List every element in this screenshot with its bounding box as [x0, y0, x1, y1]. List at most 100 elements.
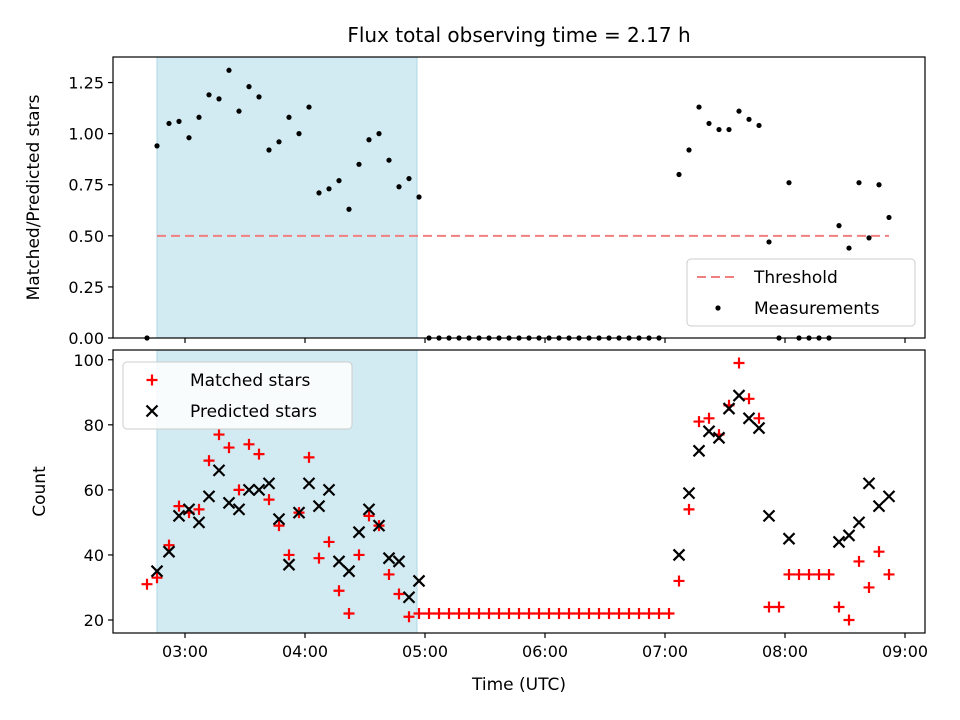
predicted-star-point	[242, 483, 256, 497]
x-tick-label: 03:00	[162, 642, 208, 661]
measurement-point	[246, 84, 252, 90]
matched-star-point	[873, 546, 885, 558]
matched-star-point	[783, 568, 795, 580]
measurement-point	[756, 122, 762, 129]
axes-frame	[112, 349, 926, 634]
predicted-star-point	[702, 425, 716, 438]
predicted-star-point	[352, 525, 366, 539]
matched-star-point	[593, 607, 605, 619]
measurement-point	[886, 214, 892, 221]
x-tick-label: 09:00	[882, 642, 928, 661]
y-tick-label: 0.25	[68, 278, 104, 297]
predicted-star-point	[292, 506, 306, 519]
legend-matched-label: Matched stars	[190, 371, 310, 391]
y-tick-label: 20	[84, 611, 104, 630]
predicted-star-point	[232, 503, 246, 516]
matched-star-point	[463, 607, 475, 619]
matched-star-point	[803, 568, 815, 580]
measurement-point	[256, 94, 262, 100]
matched-star-point	[403, 611, 415, 623]
legend-measurement-swatch	[715, 305, 721, 311]
y-tick-label: 1.00	[68, 125, 104, 144]
measurement-point	[306, 104, 312, 110]
measurement-point	[186, 135, 192, 141]
predicted-star-point	[342, 564, 356, 578]
x-axis-label: Time (UTC)	[471, 675, 566, 695]
predicted-star-point	[672, 548, 686, 562]
predicted-star-point	[262, 477, 276, 490]
measurement-point	[716, 126, 722, 133]
matched-star-point	[303, 451, 315, 463]
measurement-point	[286, 114, 292, 120]
predicted-star-point	[322, 483, 336, 497]
measurement-point	[154, 143, 160, 149]
matched-star-point	[673, 575, 685, 587]
predicted-star-point	[362, 503, 376, 516]
predicted-star-point	[742, 412, 756, 425]
matched-star-point	[613, 607, 625, 619]
x-tick-label: 04:00	[282, 642, 328, 661]
matched-star-point	[263, 494, 275, 506]
x-tick-label: 08:00	[762, 642, 808, 661]
matched-star-point	[343, 607, 355, 619]
matched-star-point	[273, 520, 285, 532]
legend: Threshold Measurements	[686, 258, 916, 327]
predicted-star-point	[282, 558, 296, 571]
predicted-star-point	[222, 496, 236, 510]
measurement-point	[196, 114, 202, 120]
measurement-point	[236, 108, 242, 114]
matched-star-point	[223, 442, 235, 454]
x-tick-label: 05:00	[402, 642, 448, 661]
matched-star-point	[163, 539, 175, 551]
predicted-star-point	[832, 535, 846, 549]
predicted-star-point	[862, 477, 876, 490]
predicted-star-point	[150, 564, 164, 578]
legend-predicted-label: Predicted stars	[190, 402, 317, 422]
matched-star-point	[141, 578, 153, 590]
matched-star-point	[653, 607, 665, 619]
matched-star-point	[363, 510, 375, 522]
predicted-star-point	[392, 555, 406, 568]
matched-star-point	[233, 484, 245, 496]
measurement-point	[316, 190, 322, 196]
measurement-point	[366, 137, 372, 143]
y-tick-label: 0.00	[68, 329, 104, 348]
matched-star-point	[151, 572, 163, 584]
predicted-star-point	[332, 555, 346, 568]
matched-star-point	[433, 607, 445, 619]
matched-star-point	[693, 416, 705, 428]
measurement-point	[356, 161, 362, 167]
measurement-point	[206, 92, 212, 98]
axes-frame	[112, 56, 926, 339]
matched-star-point	[733, 357, 745, 369]
matched-star-point	[623, 607, 635, 619]
predicted-star-point	[202, 490, 216, 503]
predicted-star-point	[182, 503, 196, 516]
measurement-point	[166, 120, 172, 127]
matched-star-point	[313, 552, 325, 564]
measurement-point	[396, 184, 402, 190]
measurement-point	[376, 131, 382, 137]
matched-star-point	[683, 503, 695, 515]
matched-star-point	[513, 607, 525, 619]
top-panel: 0.00 0.25 0.50 0.75 1.00 1.25 Matched/Predicte…	[24, 56, 926, 348]
predicted-star-point	[272, 512, 286, 526]
matched-star-point	[173, 500, 185, 512]
measurement-point	[856, 180, 862, 186]
matched-star-point	[773, 601, 785, 613]
measurement-point	[876, 182, 882, 188]
measurement-point	[176, 118, 182, 124]
measurement-point	[326, 186, 332, 192]
y-axis-label: Matched/Predicted stars	[24, 94, 44, 300]
bottom-panel: 20 40 60 80 100 03:00 04:00 05:00 06:00 07:00 08:0…	[30, 349, 928, 661]
predicted-star-point	[312, 499, 326, 513]
observing-span	[156, 56, 418, 339]
matched-star-point	[203, 455, 215, 467]
matched-star-point	[443, 607, 455, 619]
y-tick-label: 100	[73, 351, 104, 370]
legend: Matched stars Predicted stars	[122, 361, 353, 430]
predicted-star-point	[412, 574, 426, 588]
matched-star-point	[533, 607, 545, 619]
matched-star-point	[503, 607, 515, 619]
y-axis-label: Count	[30, 466, 50, 517]
